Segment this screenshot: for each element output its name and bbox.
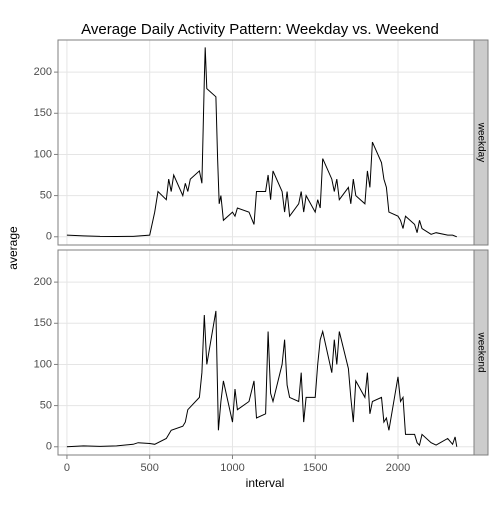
x-tick-label: 0 — [64, 462, 70, 474]
x-tick-label: 1500 — [303, 462, 327, 474]
strip — [473, 39, 489, 246]
y-tick-label: 100 — [34, 148, 52, 160]
y-tick-label: 100 — [34, 358, 52, 370]
y-tick-label: 0 — [46, 441, 52, 453]
y-axis-label: average — [6, 226, 20, 270]
y-tick-label: 200 — [34, 66, 52, 78]
y-tick-label: 50 — [40, 400, 52, 412]
x-tick-label: 2000 — [386, 462, 410, 474]
y-tick-label: 0 — [46, 231, 52, 243]
x-axis-label: interval — [246, 476, 285, 490]
x-tick-label: 1000 — [220, 462, 244, 474]
line — [66, 310, 458, 448]
y-tick-label: 150 — [34, 107, 52, 119]
y-tick-label: 150 — [34, 317, 52, 329]
strip-label: weekend — [475, 331, 486, 372]
line — [66, 47, 457, 238]
y-tick-label: 50 — [40, 190, 52, 202]
panel — [58, 40, 474, 245]
strip-label: weekday — [475, 122, 486, 162]
chart-title: Average Daily Activity Pattern: Weekday … — [81, 21, 439, 38]
x-tick-label: 500 — [141, 462, 159, 474]
y-tick-label: 200 — [34, 276, 52, 288]
panel — [58, 250, 474, 455]
strip — [473, 249, 489, 456]
